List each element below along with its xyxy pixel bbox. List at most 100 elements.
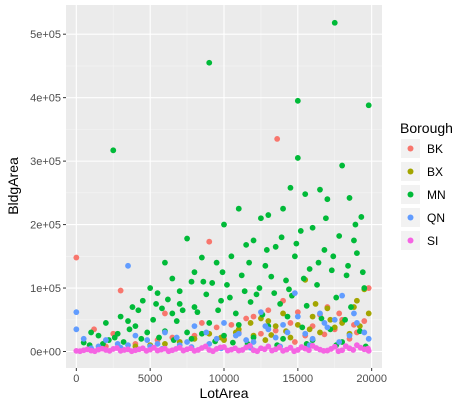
data-point-qn [213, 335, 220, 342]
legend-key-bx [407, 168, 414, 175]
data-point-si [291, 348, 298, 355]
data-point-bk [321, 331, 328, 338]
data-point-bx [327, 316, 334, 323]
data-point-qn [243, 337, 250, 343]
data-point-bk [291, 339, 298, 345]
data-point-mn [229, 339, 236, 346]
data-point-mn [206, 59, 213, 66]
data-point-qn [132, 332, 139, 339]
data-point-mn [353, 250, 360, 257]
data-point-qn [284, 329, 291, 336]
data-point-si [202, 343, 209, 350]
data-point-mn [256, 285, 263, 291]
data-point-si [342, 343, 349, 350]
data-point-si [350, 347, 357, 353]
data-point-si [217, 344, 224, 351]
data-point-mn [221, 221, 227, 228]
data-point-bk [265, 307, 272, 314]
data-point-si [180, 347, 187, 354]
data-point-mn [194, 309, 201, 316]
data-point-mn [221, 332, 227, 339]
data-point-mn [235, 321, 242, 328]
data-point-si [121, 347, 128, 353]
data-point-mn [179, 307, 186, 314]
data-point-si [269, 347, 275, 354]
legend-label: QN [427, 211, 445, 225]
data-point-mn [284, 313, 291, 320]
data-point-si [114, 345, 120, 351]
data-point-mn [336, 233, 343, 239]
data-point-si [306, 347, 312, 354]
data-point-mn [346, 195, 353, 201]
data-point-qn [365, 335, 372, 342]
data-point-mn [159, 305, 165, 312]
data-point-mn [352, 221, 359, 228]
data-point-si [254, 348, 261, 355]
data-point-mn [324, 196, 331, 203]
data-point-bx [309, 313, 316, 320]
data-point-si [232, 345, 238, 352]
data-point-mn [169, 275, 176, 282]
data-point-si [320, 347, 327, 354]
data-point-mn [333, 294, 340, 301]
data-point-qn [221, 320, 227, 326]
data-point-qn [351, 310, 357, 317]
data-point-mn [294, 97, 301, 104]
data-point-mn [287, 184, 294, 191]
data-point-mn [262, 262, 269, 269]
data-point-mn [241, 288, 248, 295]
data-point-si [150, 344, 157, 351]
data-point-bk [250, 313, 257, 320]
y-tick-label: 4e+05 [30, 93, 61, 105]
data-point-mn [291, 253, 298, 260]
data-point-qn [291, 290, 298, 297]
data-point-si [328, 346, 334, 352]
data-point-mn [198, 254, 205, 261]
data-point-si [143, 347, 150, 354]
data-point-bx [272, 323, 279, 330]
data-point-mn [144, 329, 151, 336]
data-point-mn [253, 291, 260, 298]
data-point-mn [150, 316, 157, 323]
legend-label: BK [427, 142, 443, 156]
data-point-mn [321, 247, 328, 253]
data-point-qn [353, 320, 360, 326]
data-point-si [335, 348, 342, 355]
data-point-mn [188, 278, 195, 285]
data-point-bk [206, 238, 213, 245]
data-point-mn [277, 301, 284, 307]
data-point-mn [95, 332, 102, 339]
data-point-qn [184, 339, 190, 345]
data-point-mn [280, 335, 286, 342]
data-point-bx [280, 310, 286, 317]
data-point-mn [138, 335, 145, 342]
data-point-si [91, 348, 98, 355]
data-point-bk [258, 330, 264, 337]
data-point-mn [184, 235, 190, 242]
data-point-si [298, 344, 305, 350]
data-point-mn [361, 285, 368, 291]
data-point-bx [324, 305, 331, 312]
grid [66, 5, 382, 368]
data-point-mn [271, 290, 278, 297]
data-point-si [99, 345, 106, 352]
data-point-mn [306, 266, 313, 272]
data-point-mn [246, 259, 253, 266]
data-point-bk [361, 318, 368, 324]
data-point-si [276, 344, 283, 351]
data-point-si [136, 346, 142, 353]
data-point-mn [153, 301, 159, 307]
legend-key-bk [407, 145, 414, 152]
data-point-si [106, 347, 113, 354]
data-point-bx [365, 310, 372, 317]
data-point-qn [317, 310, 323, 317]
data-point-mn [297, 228, 304, 234]
data-point-mn [135, 307, 142, 314]
data-point-qn [203, 329, 210, 336]
data-point-mn [302, 191, 309, 198]
data-point-si [210, 348, 216, 355]
data-point-mn [176, 288, 183, 295]
data-point-bk [162, 310, 168, 317]
data-point-mn [351, 237, 357, 244]
data-point-mn [200, 278, 207, 285]
